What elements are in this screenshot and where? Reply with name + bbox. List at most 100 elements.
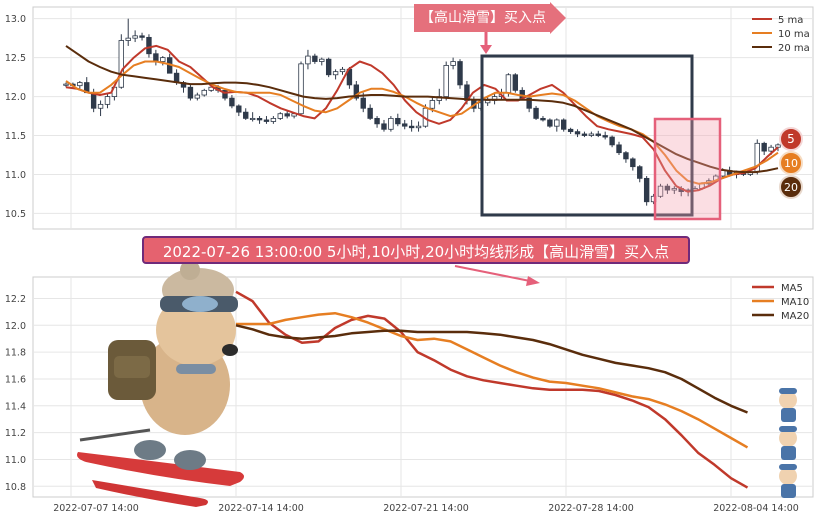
candle: [277, 112, 283, 120]
ma20-badge: [779, 175, 803, 199]
candle: [367, 104, 373, 120]
bottom-y-tick-label: 10.8: [5, 482, 26, 493]
candle: [194, 92, 201, 101]
candle: [588, 131, 595, 138]
signal-label-arrow: [550, 2, 566, 34]
top-legend: 5 ma 10 ma 20 ma: [752, 15, 810, 54]
candle: [457, 59, 463, 89]
candle: [395, 113, 401, 127]
signal-label-tag: 【高山滑雪】买入点: [414, 2, 566, 34]
top-y-tick-label: 10.5: [5, 209, 26, 220]
candle: [339, 66, 346, 75]
candle: [139, 32, 145, 41]
candle: [450, 57, 456, 70]
legend-label-10ma: 10 ma: [778, 29, 810, 40]
bottom-y-tick-label: 12.2: [5, 294, 26, 305]
candle: [574, 129, 581, 138]
bottom-line-MA5: [235, 290, 749, 489]
candle: [243, 108, 249, 120]
candle: [77, 81, 83, 89]
candle: [229, 95, 235, 109]
candle: [602, 131, 608, 140]
mini-skier-figures: [779, 388, 797, 498]
bottom-x-tick-label: 2022-07-28 14:00: [548, 503, 634, 514]
legend-label-ma10: MA10: [781, 297, 809, 308]
candle: [554, 118, 560, 132]
candle: [187, 84, 194, 101]
candle: [443, 61, 449, 101]
top-y-tick-label: 12.5: [5, 53, 26, 64]
signal-label-text: 【高山滑雪】买入点: [414, 4, 550, 32]
bottom-y-tick-label: 11.4: [5, 401, 26, 412]
candle: [118, 34, 125, 89]
candle: [561, 118, 567, 132]
mini-skier: [779, 464, 797, 498]
candle: [132, 30, 138, 43]
candle: [222, 88, 228, 101]
bottom-y-tick-labels: 10.8 11.0 11.2 11.4 11.6 11.8 12.0 12.2: [5, 294, 26, 493]
candle: [284, 110, 290, 119]
candle: [761, 141, 767, 155]
bottom-x-tick-labels: 2022-07-07 14:00 2022-07-14 14:00 2022-07-…: [53, 503, 799, 514]
signal-down-arrow: [480, 32, 492, 54]
top-y-tick-labels: 10.5 11.0 11.5 12.0 12.5 13.0: [5, 14, 26, 220]
bottom-ma-lines: [235, 290, 749, 489]
candle: [201, 88, 207, 97]
mini-skier: [779, 388, 797, 422]
bottom-y-tick-label: 11.8: [5, 348, 26, 359]
candle: [754, 139, 760, 175]
bottom-y-tick-label: 11.0: [5, 455, 26, 466]
top-y-tick-label: 13.0: [5, 14, 26, 25]
ma20-badge-label: 20: [784, 181, 798, 194]
bottom-x-tick-label: 2022-07-14 14:00: [218, 503, 304, 514]
candle: [402, 119, 408, 130]
candle: [512, 73, 519, 93]
skiing-dog-illustration: [77, 260, 244, 507]
top-line-5-ma: [65, 44, 779, 193]
candle: [547, 118, 553, 128]
candle: [533, 105, 539, 120]
candle: [325, 57, 332, 78]
ma5-badge-label: 5: [787, 132, 795, 146]
candle: [643, 176, 650, 206]
candle: [388, 116, 394, 132]
candle: [319, 57, 325, 66]
ma-badges: 5 10 20: [779, 127, 803, 199]
top-line-20-ma: [65, 45, 779, 174]
candle: [332, 69, 339, 80]
signal-window-highlight: [480, 54, 722, 221]
top-ma-lines: [65, 44, 779, 193]
bottom-x-tick-label: 2022-07-07 14:00: [53, 503, 139, 514]
candle: [353, 81, 360, 101]
candle: [671, 186, 678, 194]
legend-label-ma20: MA20: [781, 311, 809, 322]
candle: [125, 18, 131, 46]
legend-label-5ma: 5 ma: [778, 15, 803, 26]
candle: [305, 49, 311, 70]
candle: [312, 53, 318, 64]
bottom-line-MA10: [236, 311, 749, 449]
ma5-badge: [779, 127, 803, 151]
candle: [236, 104, 242, 117]
top-y-tick-label: 12.0: [5, 92, 26, 103]
bottom-legend: MA5 MA10 MA20: [752, 283, 809, 322]
candle: [609, 135, 615, 148]
candle: [637, 165, 643, 183]
candle: [408, 119, 415, 132]
candle: [146, 34, 152, 58]
candle: [97, 100, 104, 117]
candle: [381, 119, 387, 132]
legend-label-20ma: 20 ma: [778, 43, 810, 54]
candle: [63, 82, 69, 88]
candle: [263, 116, 270, 124]
candle: [270, 116, 277, 124]
candle: [630, 157, 636, 171]
candle: [616, 141, 622, 155]
bottom-y-tick-label: 11.2: [5, 428, 26, 439]
candle: [581, 131, 588, 138]
candle: [298, 61, 304, 117]
ma10-badge-label: 10: [784, 157, 798, 170]
signal-caption: 2022-07-26 13:00:00 5小时,10小时,20小时均线形成【高山…: [142, 236, 690, 264]
